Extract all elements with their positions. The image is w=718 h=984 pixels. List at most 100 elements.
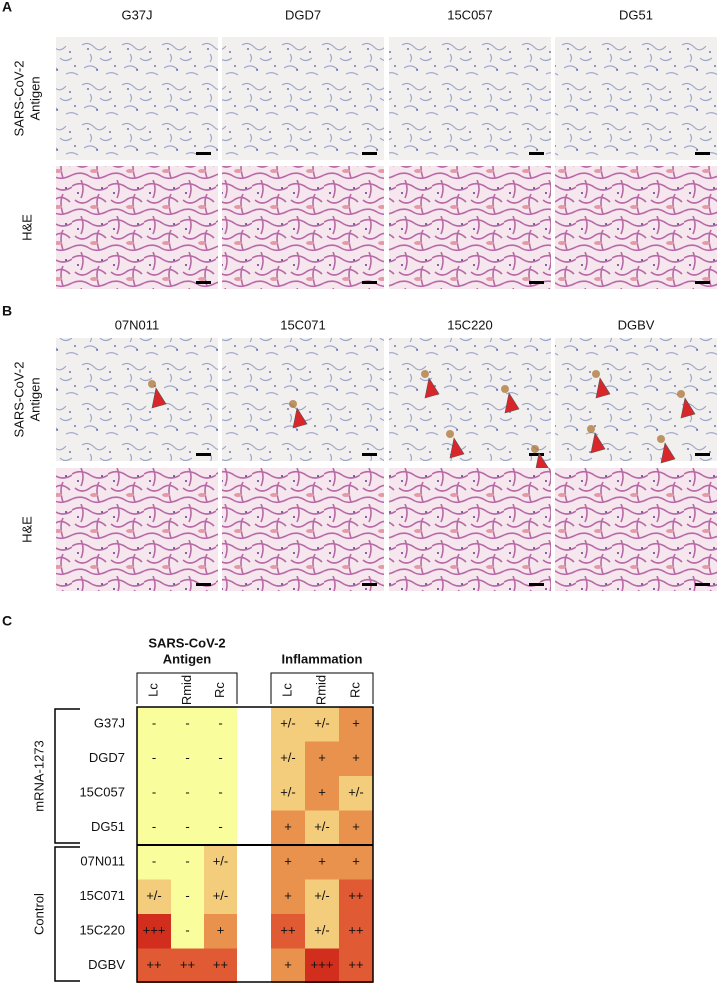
cell-text: ++ [180, 957, 195, 972]
cell-text: - [218, 750, 222, 765]
cell [137, 741, 171, 776]
bracket [270, 672, 374, 704]
cell [271, 810, 305, 845]
arrowhead [590, 432, 606, 454]
arrowhead [424, 377, 440, 399]
cell-text: + [217, 923, 225, 938]
cell-text: ++ [348, 923, 363, 938]
micrograph [389, 166, 551, 289]
cell [204, 810, 237, 845]
scale-bar [196, 152, 211, 155]
cell [271, 776, 305, 811]
cell-text: - [185, 923, 189, 938]
micrograph [555, 338, 717, 461]
group-label: mRNA-1273 [31, 740, 46, 812]
cell [305, 948, 339, 983]
micrograph [56, 37, 218, 160]
cell-text: + [284, 888, 292, 903]
row-label: DGBV [88, 957, 125, 972]
antigen-stain [148, 380, 156, 388]
cell-text: - [152, 716, 156, 731]
column-header: DGD7 [285, 7, 321, 22]
column-label: Rc [212, 682, 227, 698]
cell-text: ++ [280, 923, 295, 938]
cell [339, 810, 373, 845]
cell [171, 707, 204, 742]
cell-text: - [185, 750, 189, 765]
cell-text: - [185, 854, 189, 869]
cell [137, 914, 171, 949]
row-label: 15C220 [79, 923, 125, 938]
cell [137, 776, 171, 811]
cell [204, 914, 237, 949]
cell [137, 845, 171, 880]
row-label: DG51 [91, 819, 125, 834]
scale-bar [362, 152, 377, 155]
cell-text: + [352, 750, 360, 765]
cell-text: +/- [348, 785, 364, 800]
cell [137, 879, 171, 914]
column-header: 15C057 [447, 7, 493, 22]
cell-text: - [185, 819, 189, 834]
cell [171, 948, 204, 983]
scale-bar [695, 583, 710, 586]
arrowhead [449, 437, 465, 459]
cell [339, 845, 373, 880]
row-label: G37J [94, 716, 125, 731]
column-header: 15C220 [447, 317, 493, 332]
arrowhead [504, 392, 520, 414]
cell-text: + [318, 785, 326, 800]
arrowhead [151, 387, 167, 409]
cell [271, 707, 305, 742]
group-title: SARS-CoV-2 [148, 635, 225, 650]
cell-text: +/- [280, 716, 296, 731]
scale-bar [196, 453, 211, 456]
table-border [136, 706, 374, 983]
row-label: H&E [19, 516, 34, 543]
cell [171, 810, 204, 845]
micrograph [222, 37, 384, 160]
scale-bar [362, 583, 377, 586]
cell [305, 707, 339, 742]
scale-bar [695, 453, 710, 456]
cell [171, 741, 204, 776]
micrograph [555, 166, 717, 289]
cell-text: - [152, 854, 156, 869]
panel-label: A [2, 0, 12, 15]
row-label: DGD7 [89, 750, 125, 765]
scale-bar [529, 152, 544, 155]
micrograph [389, 338, 551, 461]
cell [204, 845, 237, 880]
group-title: Antigen [163, 651, 211, 666]
cell [339, 879, 373, 914]
row-label: 15C071 [79, 888, 125, 903]
cell-text: +/- [213, 854, 229, 869]
cell-text: ++ [213, 957, 228, 972]
micrograph [555, 37, 717, 160]
panel-label: C [2, 613, 12, 629]
cell [204, 741, 237, 776]
arrowhead [680, 397, 696, 419]
cell [305, 776, 339, 811]
cell-text: +++ [143, 923, 166, 938]
cell [137, 707, 171, 742]
cell-text: +/- [146, 888, 162, 903]
cell-text: ++ [348, 957, 363, 972]
column-label: Lc [145, 683, 160, 697]
cell [204, 707, 237, 742]
arrowhead [660, 442, 676, 464]
cell-text: + [284, 819, 292, 834]
scale-bar [529, 583, 544, 586]
arrowhead [595, 377, 611, 399]
cell-text: + [352, 819, 360, 834]
cell-text: - [152, 819, 156, 834]
antigen-stain [531, 445, 539, 453]
column-header: DG51 [619, 7, 653, 22]
cell-text: - [185, 888, 189, 903]
cell [271, 914, 305, 949]
cell-text: +/- [280, 785, 296, 800]
antigen-stain [446, 430, 454, 438]
antigen-stain [677, 390, 685, 398]
cell-text: + [352, 716, 360, 731]
